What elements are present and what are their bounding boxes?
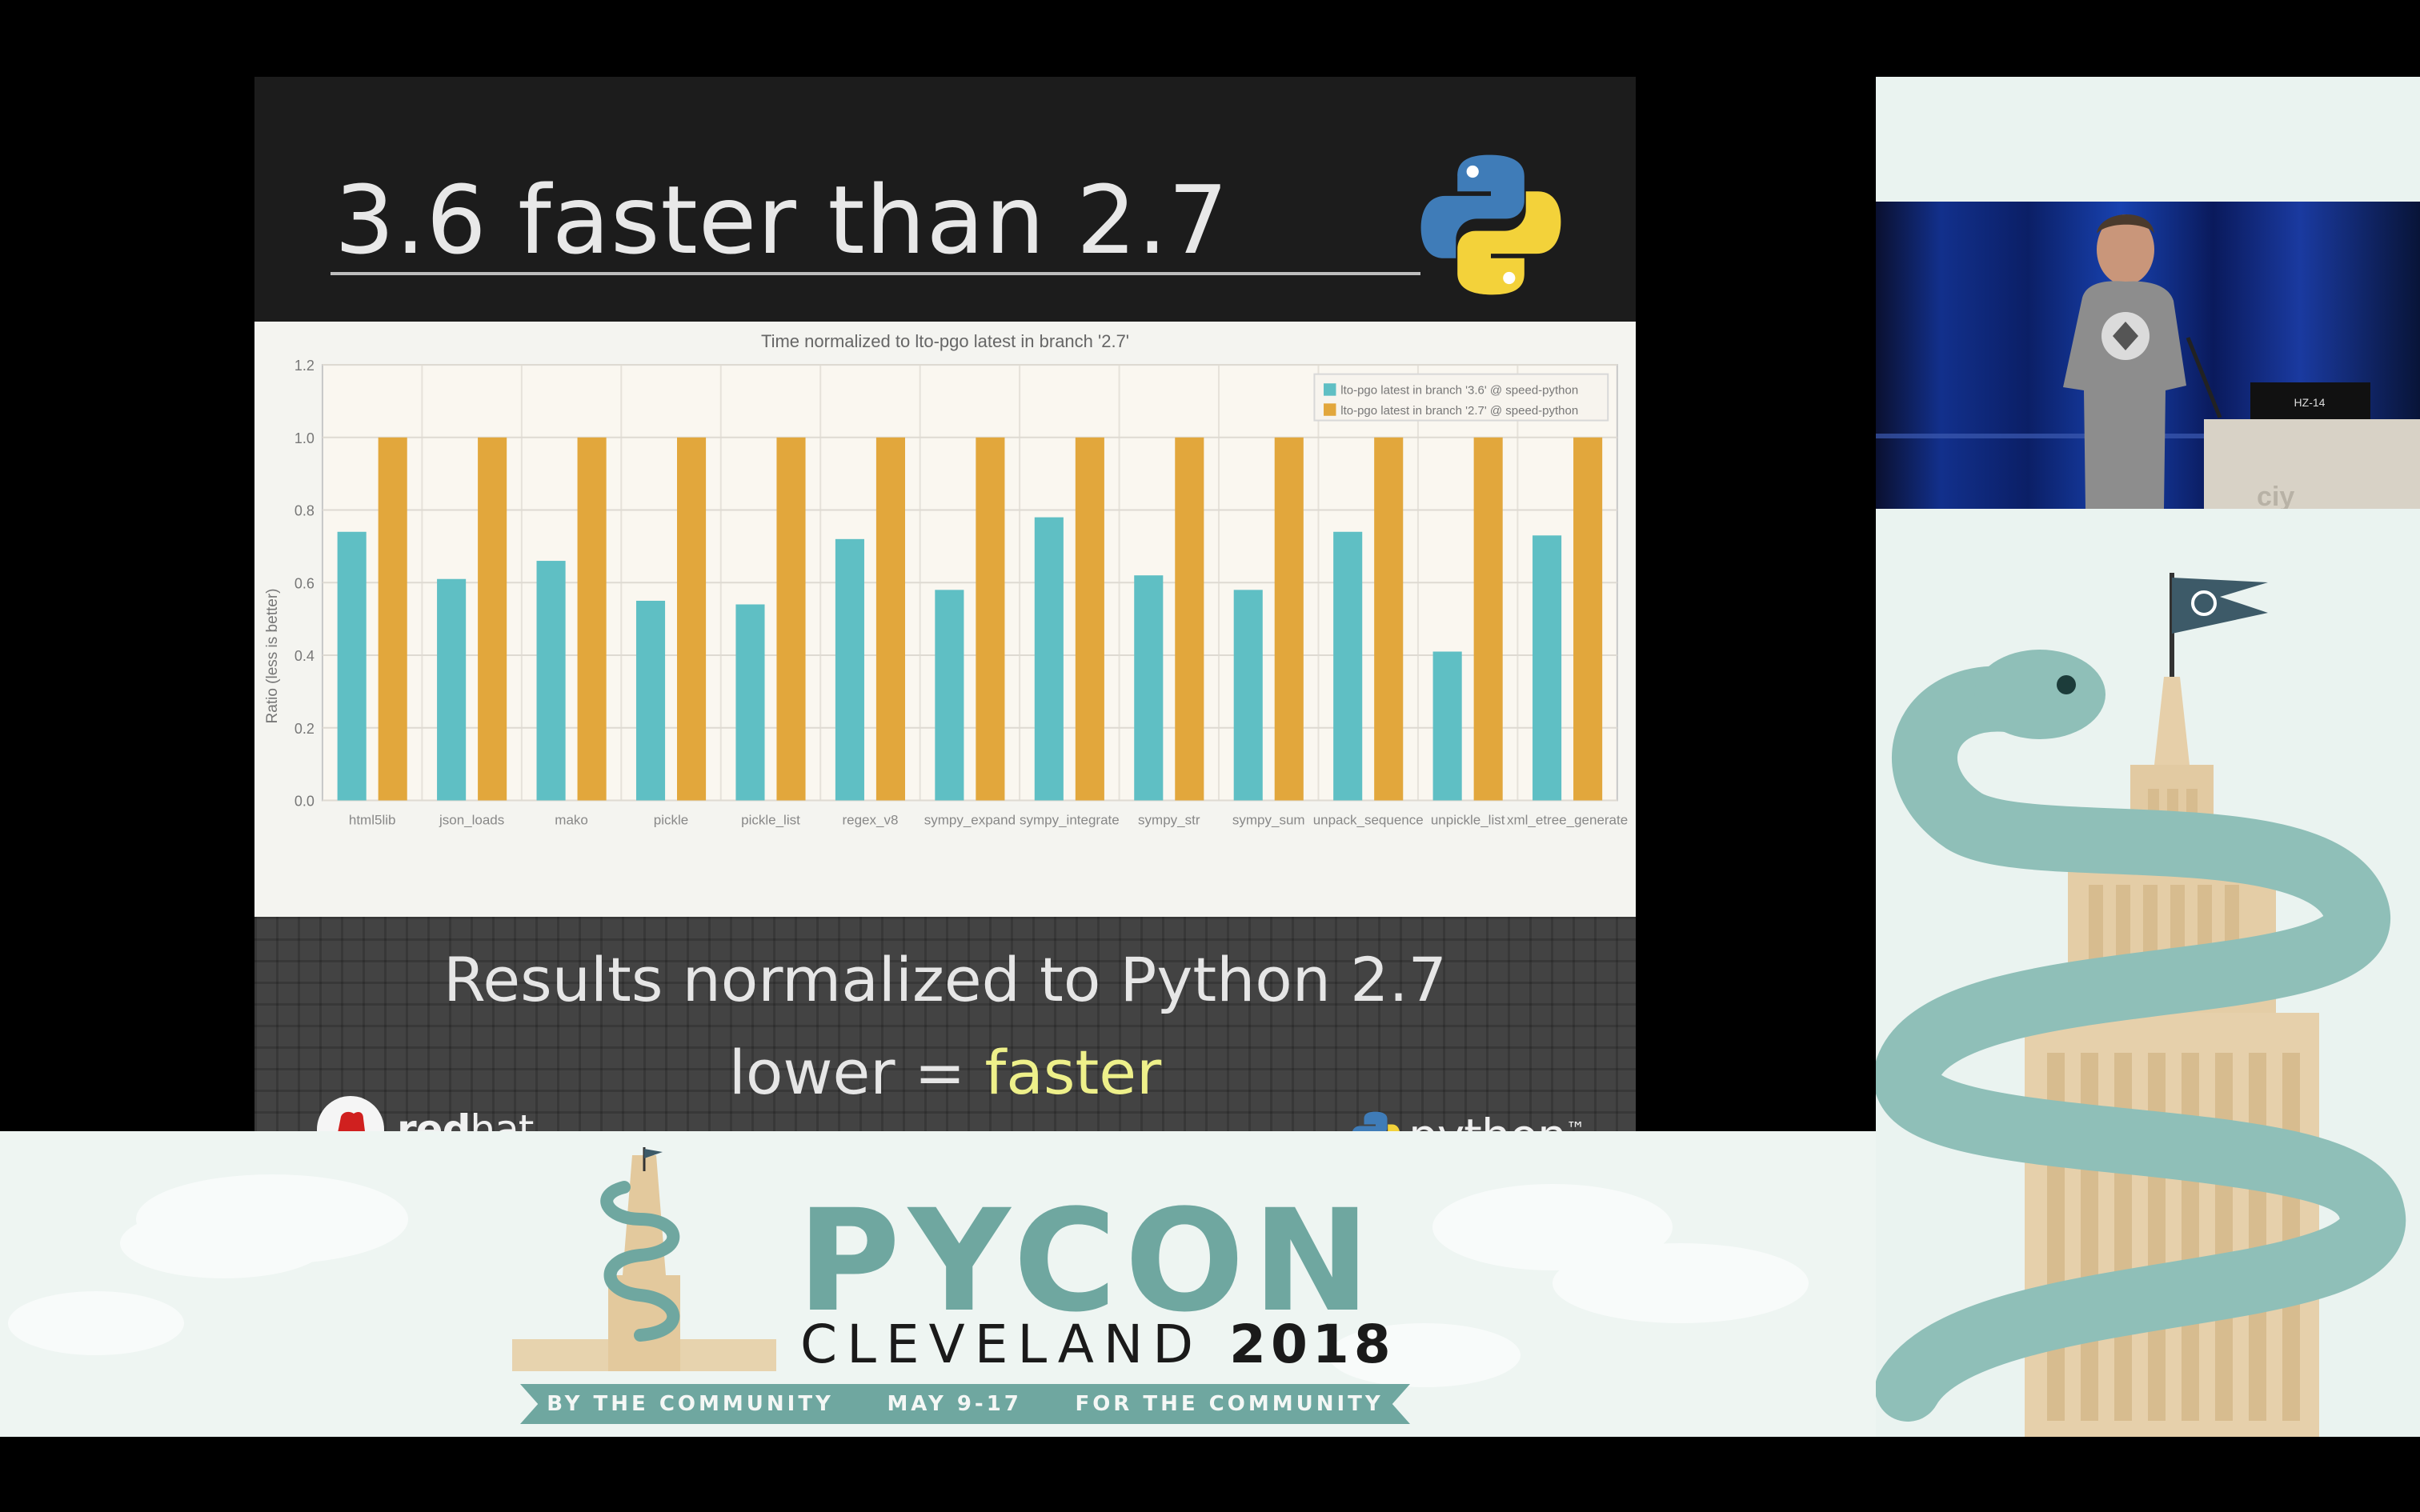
ribbon-left-text: BY THE COMMUNITY: [547, 1392, 834, 1416]
bar-2-7-pickle_list: [776, 437, 806, 801]
city-year-line: CLEVELAND 2018: [800, 1314, 1396, 1375]
y-tick-label: 1.0: [294, 430, 315, 446]
bar-2-7-sympy_integrate: [1075, 437, 1104, 801]
x-tick-label: pickle: [654, 813, 688, 828]
x-tick-label: sympy_sum: [1232, 813, 1305, 828]
legend-box: [1313, 373, 1609, 422]
results-caption: Results normalized to Python 2.7: [443, 944, 1447, 1015]
bar-2-7-xml_etree_generate: [1573, 437, 1603, 801]
bar-2-7-mako: [577, 437, 607, 801]
bar-3-6-html5lib: [337, 531, 367, 801]
x-tick-label: mako: [555, 813, 588, 828]
ribbon-right-text: FOR THE COMMUNITY: [1075, 1392, 1384, 1416]
snake-head: [1974, 650, 2105, 739]
bar-3-6-sympy_sum: [1233, 590, 1263, 801]
x-tick-label: html5lib: [349, 813, 396, 828]
bar-3-6-sympy_expand: [935, 590, 964, 801]
pycon-banner: PYCON CLEVELAND 2018 BY THE COMMUNITY MA…: [0, 1131, 1876, 1437]
y-tick-label: 0.0: [294, 794, 315, 810]
x-tick-label: regex_v8: [842, 813, 898, 828]
chart-title: Time normalized to lto-pgo latest in bra…: [761, 331, 1129, 351]
bar-2-7-sympy_sum: [1274, 437, 1304, 801]
banner-ribbon: BY THE COMMUNITY MAY 9-17 FOR THE COMMUN…: [520, 1384, 1410, 1424]
bar-3-6-xml_etree_generate: [1533, 535, 1562, 801]
laptop-label: HZ-14: [2294, 396, 2326, 409]
title-underline: [331, 272, 1420, 275]
bar-3-6-unpickle_list: [1432, 651, 1462, 801]
tower-snake-illustration: [1876, 573, 2406, 1437]
bar-2-7-json_loads: [478, 437, 507, 801]
laptop: [2250, 382, 2370, 419]
side-banner-top: [1876, 77, 2420, 202]
python-brand: python™: [1349, 1109, 1585, 1131]
faster-highlight: faster: [984, 1037, 1162, 1108]
bar-2-7-regex_v8: [875, 437, 905, 801]
bar-2-7-sympy_expand: [976, 437, 1005, 801]
bar-2-7-unpickle_list: [1473, 437, 1503, 801]
bar-3-6-sympy_str: [1134, 575, 1164, 801]
x-tick-label: pickle_list: [741, 813, 800, 828]
legend-label: lto-pgo latest in branch '2.7' @ speed-p…: [1340, 404, 1578, 418]
y-axis-label: Ratio (less is better): [264, 589, 281, 724]
chart-area: Time normalized to lto-pgo latest in bra…: [254, 322, 1636, 917]
chart-legend: lto-pgo latest in branch '3.6' @ speed-p…: [1313, 373, 1609, 422]
tower-base: [2025, 1013, 2319, 1437]
legend-label: lto-pgo latest in branch '3.6' @ speed-p…: [1340, 384, 1578, 398]
bar-2-7-unpack_sequence: [1374, 437, 1404, 801]
ribbon-dates: MAY 9-17: [887, 1392, 1022, 1416]
svg-text:ciy: ciy: [2257, 482, 2294, 509]
speaker-video: HZ-14 ciy: [1876, 202, 2420, 509]
slide-title: 3.6 faster than 2.7: [335, 165, 1229, 275]
speaker-scene: HZ-14 ciy: [1876, 214, 2420, 509]
legend-swatch: [1324, 383, 1336, 396]
pycon-tower-logo: [512, 1147, 776, 1371]
python-logo-icon: [1420, 154, 1561, 295]
flag-icon: [2172, 578, 2268, 634]
lower-text: lower =: [728, 1037, 985, 1108]
redhat-icon: [317, 1096, 384, 1131]
y-tick-label: 0.6: [294, 575, 315, 591]
bar-2-7-sympy_str: [1175, 437, 1204, 801]
bar-3-6-json_loads: [437, 578, 467, 801]
bar-3-6-pickle_list: [735, 604, 765, 801]
bar-2-7-pickle: [676, 437, 707, 801]
snake-body: [1876, 666, 2406, 1422]
podium: [2204, 419, 2420, 509]
x-tick-label: json_loads: [439, 813, 504, 828]
legend-swatch: [1324, 403, 1336, 416]
x-tick-label: sympy_str: [1138, 813, 1200, 828]
bar-2-7-html5lib: [378, 437, 407, 801]
pycon-wordmark: PYCON: [797, 1179, 1379, 1343]
letterbox-bottom: [0, 1437, 2420, 1512]
x-tick-label: sympy_expand: [924, 813, 1016, 828]
bar-chart: Time normalized to lto-pgo latest in bra…: [264, 331, 1628, 828]
presentation-slide: 3.6 faster than 2.7 Time normalized to l…: [254, 77, 1636, 1131]
x-tick-label: unpack_sequence: [1313, 813, 1424, 828]
y-tick-label: 0.2: [294, 721, 315, 737]
lower-faster-caption: lower = faster: [254, 1037, 1636, 1108]
bar-3-6-regex_v8: [835, 538, 864, 801]
redhat-wordmark: redhat: [397, 1106, 534, 1131]
python-wordmark: python™: [1408, 1109, 1585, 1131]
x-tick-label: sympy_integrate: [1020, 813, 1120, 828]
y-tick-label: 0.4: [294, 648, 315, 664]
bar-3-6-pickle: [635, 600, 666, 801]
speaker-head: [2097, 214, 2154, 285]
x-tick-label: xml_etree_generate: [1507, 813, 1628, 828]
speaker-shirt: [2063, 281, 2186, 509]
y-tick-label: 0.8: [294, 503, 315, 519]
x-tick-label: unpickle_list: [1431, 813, 1505, 828]
slide-caption-panel: Results normalized to Python 2.7 lower =…: [254, 917, 1636, 1131]
bar-3-6-mako: [536, 561, 566, 801]
banner-clouds: [8, 1147, 1809, 1387]
redhat-logo: redhat: [315, 1094, 534, 1131]
python-small-icon: [1352, 1111, 1400, 1131]
bar-3-6-sympy_integrate: [1034, 517, 1064, 801]
y-tick-label: 1.2: [294, 358, 315, 374]
cleveland-tower-art: [1876, 509, 2420, 1437]
bar-3-6-unpack_sequence: [1333, 531, 1363, 801]
